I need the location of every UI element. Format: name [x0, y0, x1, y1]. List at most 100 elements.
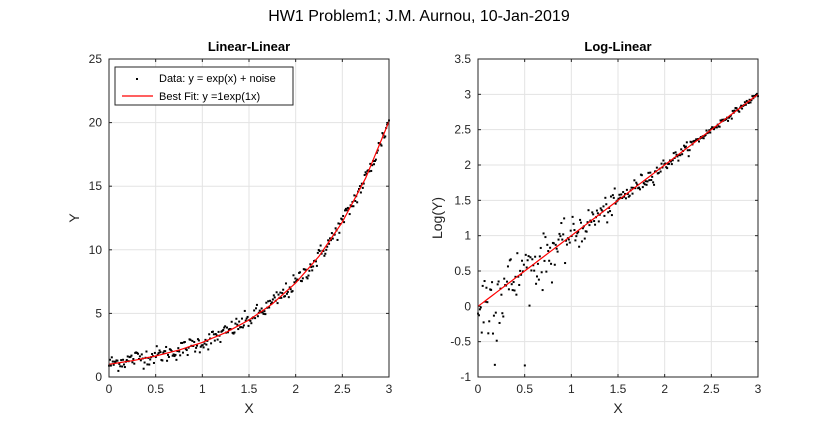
panel1-data-point	[202, 346, 205, 349]
panel2-data-point	[594, 223, 597, 226]
panel2-x-tick-label: 3	[755, 382, 762, 396]
panel1-data-point	[312, 265, 315, 268]
panel1-data-point	[373, 163, 376, 166]
panel2-data-point	[496, 283, 499, 286]
panel1-data-point	[295, 280, 298, 283]
panel1-data-point	[109, 364, 112, 367]
panel1-data-point	[226, 331, 229, 334]
panel1-data-point	[359, 191, 362, 194]
panel1-data-point	[120, 359, 123, 362]
panel1-data-point	[342, 214, 345, 217]
panel1-data-point	[207, 348, 210, 351]
panel2-data-point	[677, 159, 680, 162]
panel1-data-point	[337, 222, 340, 225]
panel2-data-point	[617, 197, 620, 200]
panel2-data-point	[549, 246, 552, 249]
panel2-data-point	[607, 211, 610, 214]
panel1-data-point	[177, 347, 180, 350]
panel2-data-point	[576, 232, 579, 235]
panel1-data-point	[326, 245, 329, 248]
panel1-data-point	[208, 333, 211, 336]
panel1-y-tick-label: 25	[89, 52, 103, 66]
panel2-data-point	[662, 159, 665, 162]
panel2-data-point	[543, 259, 546, 262]
panel1-data-point	[315, 264, 318, 267]
panel1-data-point	[139, 359, 142, 362]
panel1-data-point	[265, 301, 268, 304]
panel1-data-point	[318, 249, 321, 252]
panel1-data-point	[311, 269, 314, 272]
panel1-data-point	[309, 263, 312, 266]
panel2-data-point	[547, 250, 550, 253]
panel2-data-point	[544, 236, 547, 239]
panel2-data-point	[525, 266, 528, 269]
panel1-data-point	[255, 307, 258, 310]
panel2-data-point	[640, 174, 643, 177]
panel1-data-point	[212, 333, 215, 336]
panel1-data-point	[347, 207, 350, 210]
panel1-data-point	[267, 300, 270, 303]
panel2-data-point	[596, 212, 599, 215]
panel1-data-point	[329, 239, 332, 242]
panel2-data-point	[670, 163, 673, 166]
panel1-data-point	[370, 169, 373, 172]
panel2-data-point	[585, 230, 588, 233]
panel2-data-point	[686, 149, 689, 152]
panel2-data-point	[528, 304, 531, 307]
panel1-data-point	[362, 182, 365, 185]
panel1-data-point	[213, 339, 216, 342]
panel2-data-point	[605, 203, 608, 206]
panel1-data-point	[336, 238, 339, 241]
panel1-data-point	[205, 343, 208, 346]
panel1-data-point	[338, 231, 341, 234]
panel2-data-point	[649, 171, 652, 174]
panel1-data-point	[304, 268, 307, 271]
panel1-data-point	[353, 194, 356, 197]
panel1-data-point	[129, 355, 132, 358]
panel1-data-point	[110, 356, 113, 359]
panel2-data-point	[513, 289, 516, 292]
panel1-data-point	[191, 339, 194, 342]
panel1-data-point	[171, 354, 174, 357]
panel1-y-tick-label: 5	[95, 306, 102, 320]
panel2-data-point	[479, 306, 482, 309]
panel1-data-point	[299, 271, 302, 274]
panel2-data-point	[545, 270, 548, 273]
panel2-data-point	[634, 187, 637, 190]
panel2-data-point	[620, 193, 623, 196]
panel2-fit-line	[477, 93, 759, 307]
panel2-data-point	[507, 288, 510, 291]
panel2-data-point	[635, 181, 638, 184]
panel1-title: Linear-Linear	[208, 39, 290, 54]
panel2-data-point	[603, 214, 606, 217]
panel1-data-point	[271, 298, 274, 301]
panel1-data-point	[161, 359, 164, 362]
panel1-data-point	[273, 296, 276, 299]
panel1-data-point	[371, 164, 374, 167]
panel1-data-point	[276, 302, 279, 305]
panel1-data-point	[383, 136, 386, 139]
legend-marker-data	[136, 78, 138, 80]
panel2-data-point	[481, 284, 484, 287]
panel1-x-tick-label: 1.5	[241, 382, 258, 396]
panel2-axes-frame	[477, 58, 759, 378]
panel2-data-point	[624, 192, 627, 195]
panel2-data-point	[578, 245, 581, 248]
panel2-data-point	[540, 271, 543, 274]
panel1-data-point	[165, 345, 168, 348]
panel1-y-tick-label: 15	[89, 179, 103, 193]
panel2-data-point	[653, 183, 656, 186]
panel2-data-point	[597, 220, 600, 223]
panel2-data-point	[591, 211, 594, 214]
panel2-data-point	[659, 170, 662, 173]
panel1-data-point	[117, 369, 120, 372]
panel2-data-point	[687, 155, 690, 158]
panel2-data-point	[526, 259, 529, 262]
panel1-data-point	[246, 315, 249, 318]
panel2-y-axis-label: Log(Y)	[429, 197, 445, 239]
panel1-data-point	[172, 353, 175, 356]
panel1-data-point	[169, 348, 172, 351]
panel2-y-tick-label: 3	[464, 87, 471, 101]
panel1-data-point	[118, 362, 121, 365]
